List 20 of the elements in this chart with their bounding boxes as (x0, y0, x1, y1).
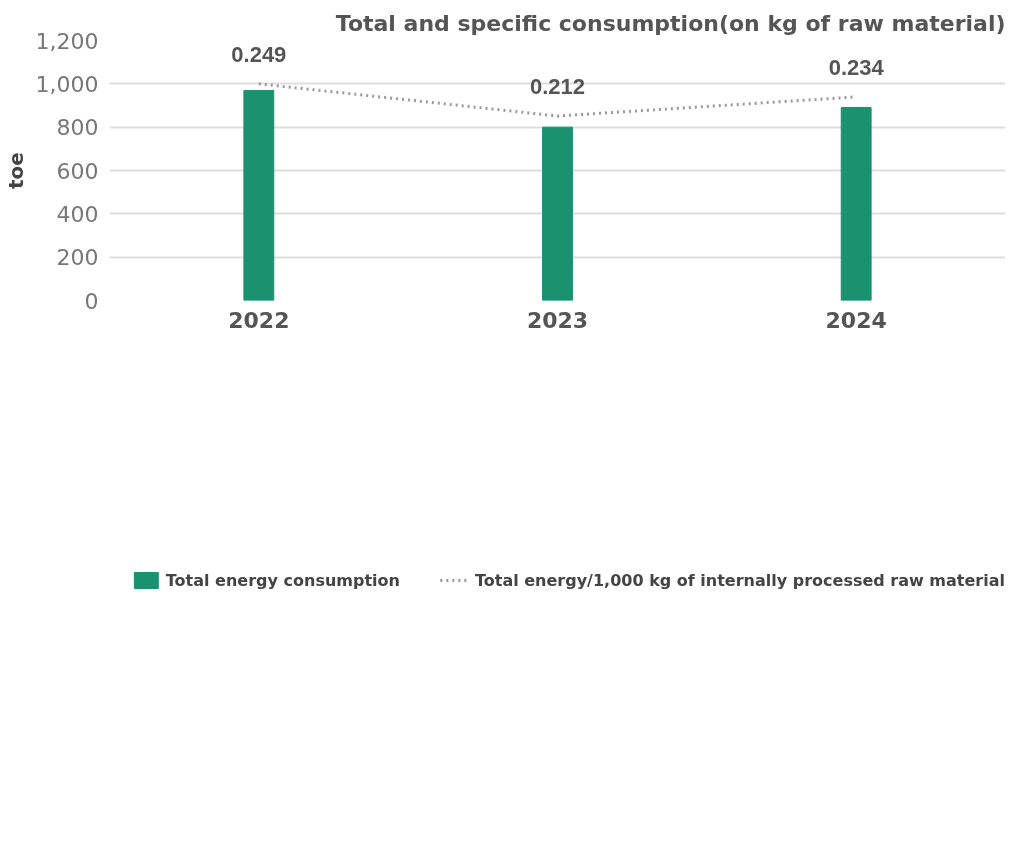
y-tick-label: 0 (84, 288, 99, 314)
y-tick-label: 1,200 (35, 28, 99, 54)
x-tick-label: 2022 (228, 307, 290, 333)
data-label: 0.234 (828, 54, 885, 80)
bar (542, 126, 573, 301)
x-tick-label: 2024 (825, 307, 887, 333)
y-tick-label: 600 (56, 158, 99, 184)
legend-label: Total energy/1,000 kg of internally processed raw material (474, 570, 1005, 590)
chart-title: Total and specific consumption(on kg of raw material) (335, 10, 1006, 36)
y-tick-label: 400 (56, 201, 99, 227)
y-axis-title: toe (3, 152, 28, 189)
legend-label: Total energy consumption (165, 570, 400, 590)
y-tick-label: 200 (56, 245, 99, 271)
y-tick-label: 800 (56, 115, 99, 141)
data-label: 0.212 (529, 74, 586, 100)
bar (243, 90, 275, 301)
y-tick-label: 1,000 (35, 71, 99, 97)
data-label: 0.249 (231, 41, 287, 67)
x-tick-label: 2023 (526, 307, 589, 333)
bar (840, 106, 872, 301)
